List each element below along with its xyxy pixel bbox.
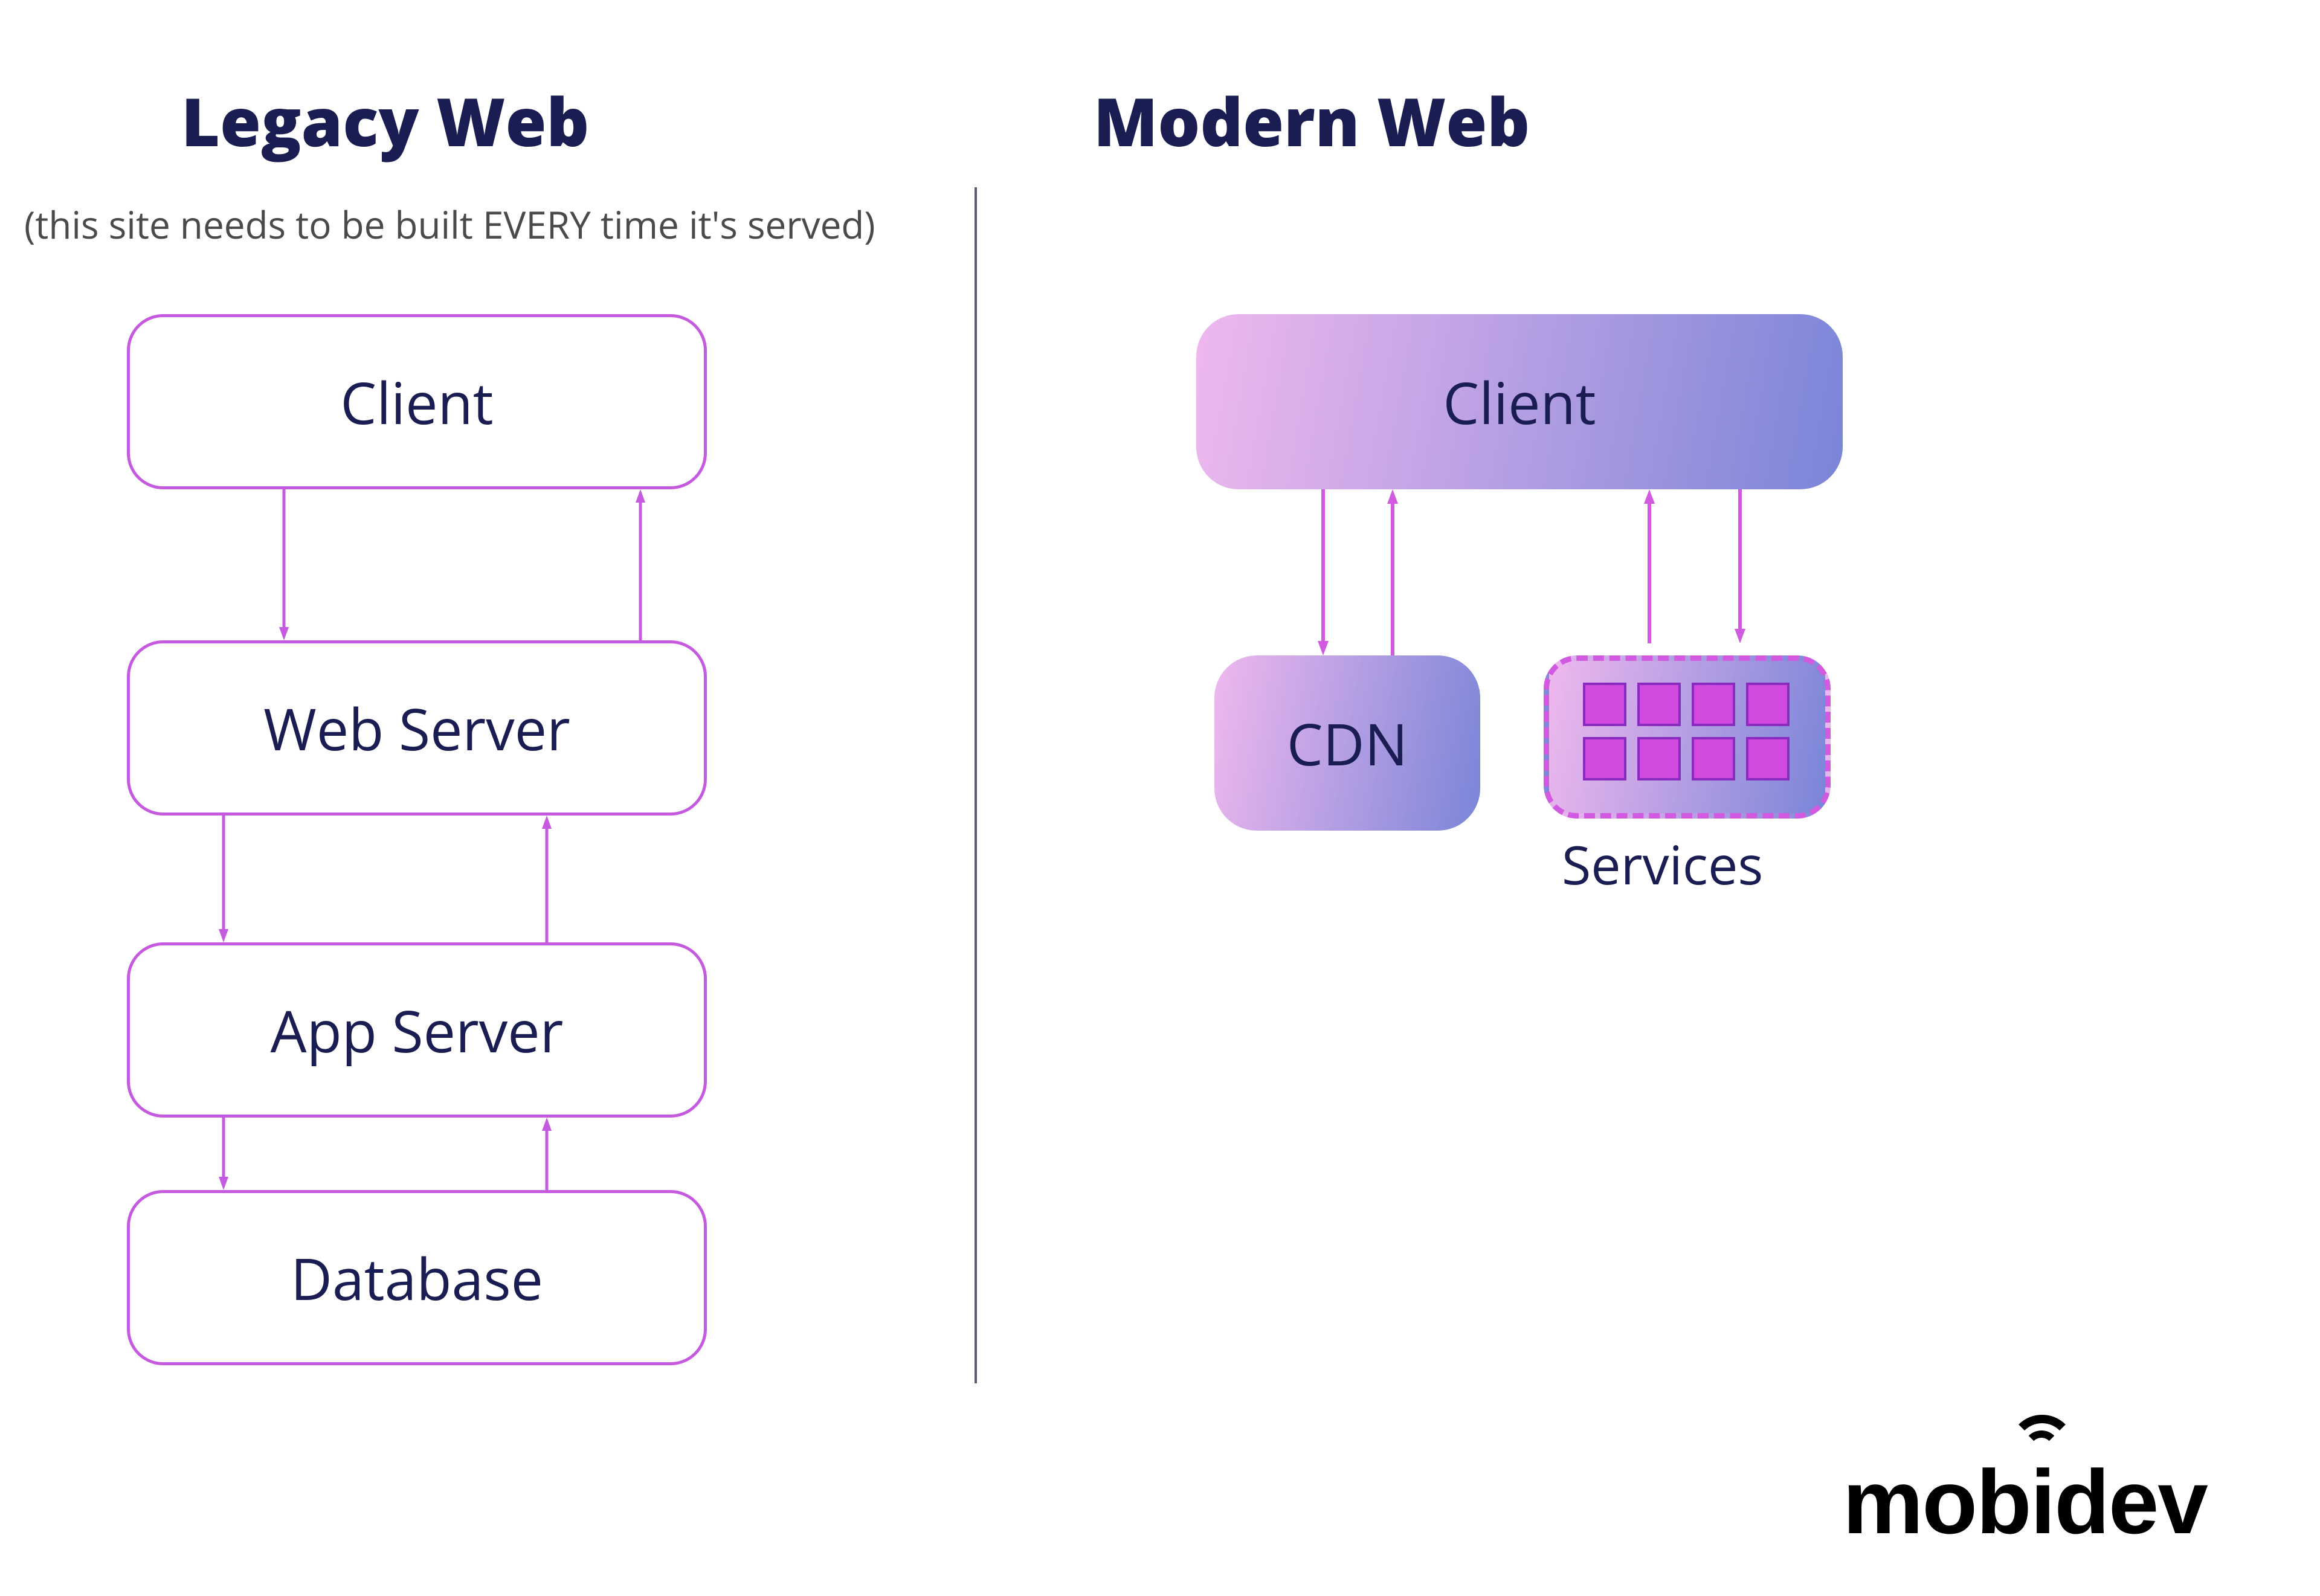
logo-part: dev — [2054, 1450, 2206, 1554]
mobidev-logo: mobidev — [1843, 1450, 2207, 1554]
logo-part-i: i — [2031, 1450, 2055, 1554]
diagram-canvas: Legacy Web (this site needs to be built … — [0, 0, 2320, 1596]
arrows-layer — [0, 0, 2320, 1596]
logo-part: mob — [1843, 1450, 2031, 1554]
